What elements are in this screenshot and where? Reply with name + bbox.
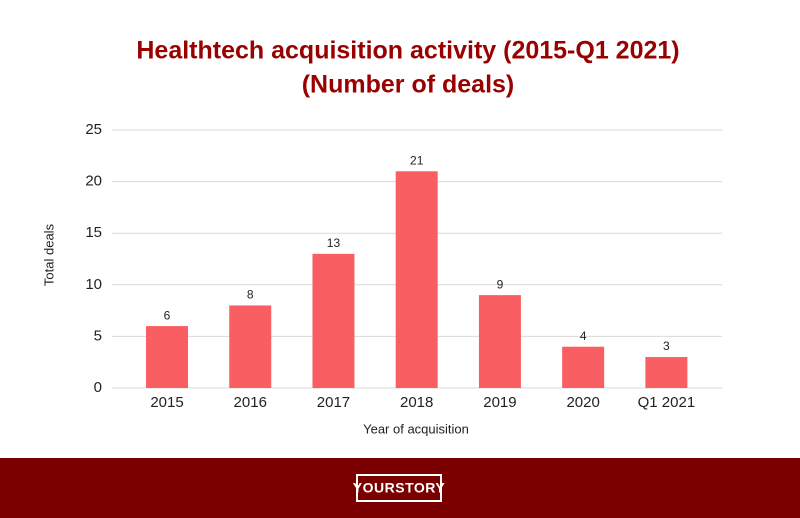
x-tick-label: 2020 <box>566 394 599 411</box>
value-label: 13 <box>327 236 341 250</box>
value-label: 4 <box>580 329 587 343</box>
bar <box>562 346 605 388</box>
bar <box>395 171 438 388</box>
y-tick-label: 5 <box>94 327 102 344</box>
x-tick-label: 2018 <box>400 394 433 411</box>
chart-title: Healthtech acquisition activity (2015-Q1… <box>136 37 679 65</box>
footer-bar <box>0 458 800 518</box>
x-tick-label: 2017 <box>317 394 350 411</box>
x-axis-label: Year of acquisition <box>363 421 469 436</box>
bar <box>146 326 189 388</box>
y-axis-label: Total deals <box>41 223 56 286</box>
chart-subtitle: (Number of deals) <box>302 71 515 99</box>
bar <box>645 357 688 388</box>
value-label: 3 <box>663 339 670 353</box>
y-tick-label: 25 <box>85 121 102 138</box>
y-tick-label: 20 <box>85 173 102 190</box>
x-tick-label: Q1 2021 <box>638 394 696 411</box>
x-tick-label: 2016 <box>234 394 267 411</box>
value-label: 9 <box>497 277 504 291</box>
y-tick-label: 10 <box>85 276 102 293</box>
value-label: 6 <box>164 308 171 322</box>
bar <box>478 295 521 388</box>
y-tick-label: 15 <box>85 224 102 241</box>
bar <box>229 305 272 388</box>
x-tick-label: 2015 <box>150 394 183 411</box>
logo: YOURSTORY <box>353 480 446 496</box>
value-label: 8 <box>247 288 254 302</box>
bar <box>312 253 355 388</box>
x-tick-label: 2019 <box>483 394 516 411</box>
value-label: 21 <box>410 153 424 167</box>
logo-box <box>356 474 442 502</box>
y-tick-label: 0 <box>94 379 102 396</box>
